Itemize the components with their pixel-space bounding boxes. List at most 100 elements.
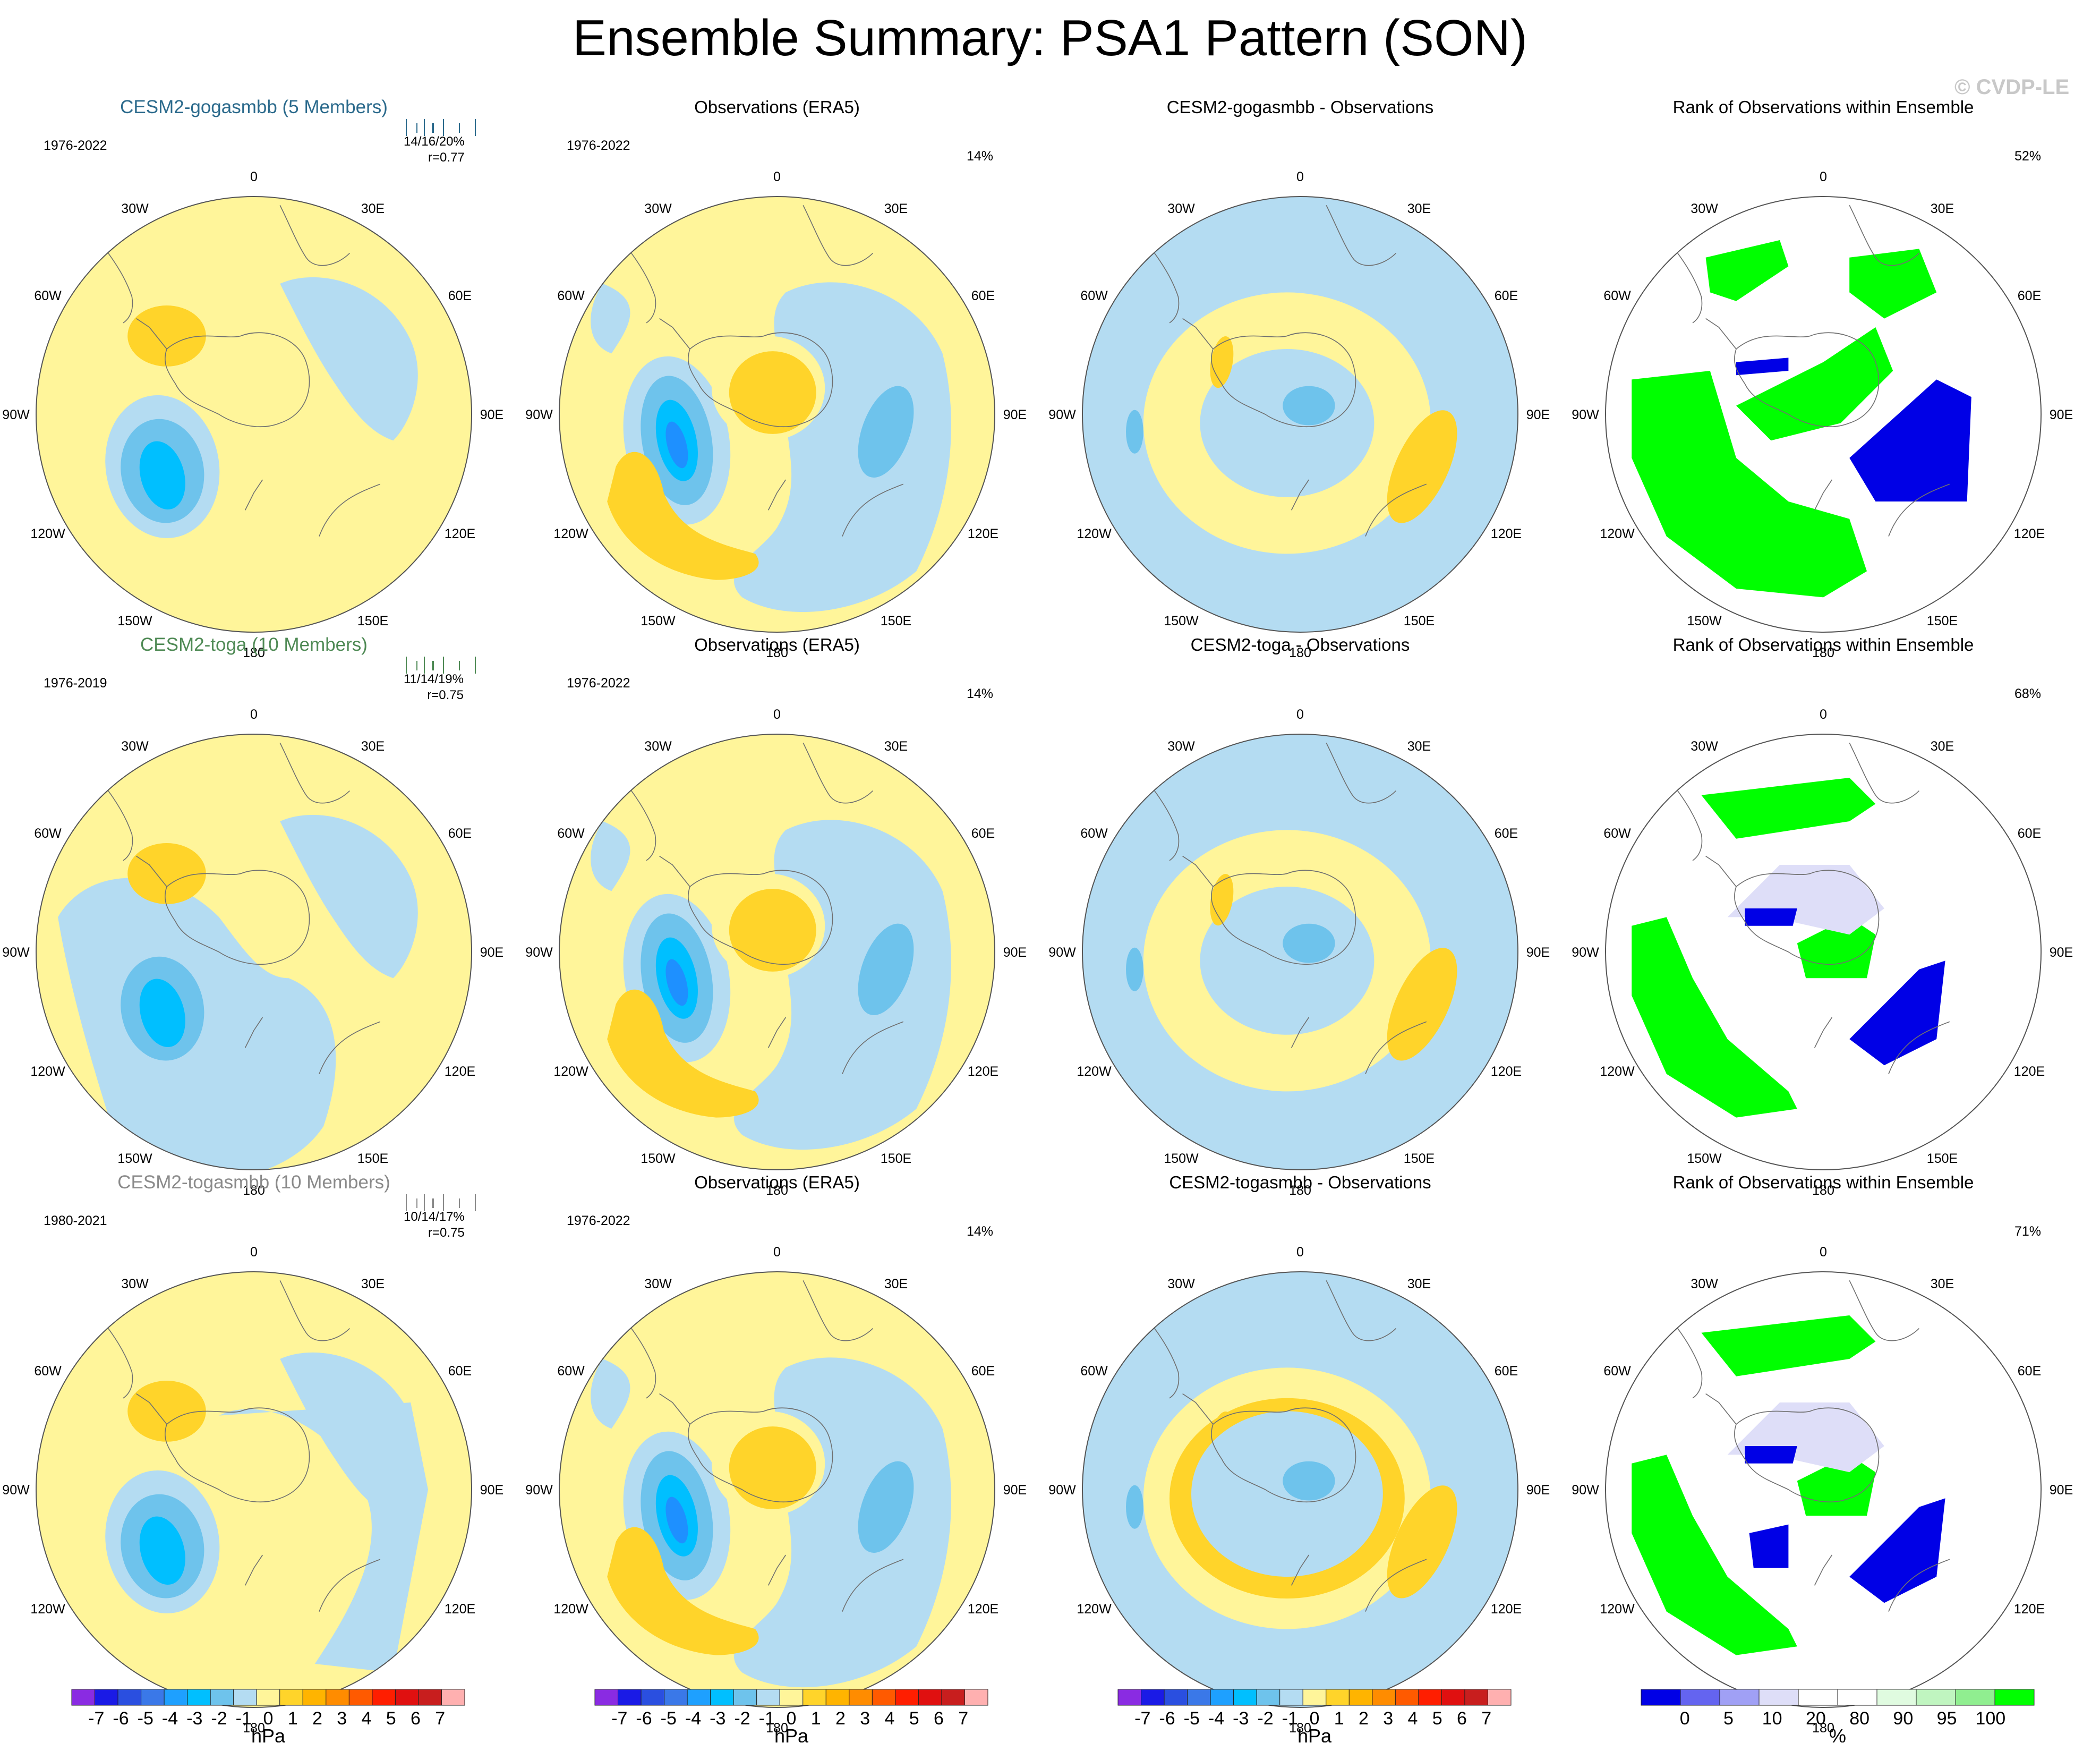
- colorbar-tick-label: -6: [1159, 1708, 1175, 1729]
- colorbar-tick-label: -5: [1184, 1708, 1200, 1729]
- lon-label: 180: [766, 645, 788, 659]
- negative-region: [1200, 887, 1375, 1035]
- lon-label: 120W: [30, 1602, 65, 1617]
- colorbar-tick-label: -3: [710, 1708, 725, 1729]
- lon-label: 90E: [1526, 1483, 1550, 1498]
- colorbar-swatch: [1837, 1689, 1877, 1706]
- rank-low-region: [1749, 1524, 1789, 1568]
- colorbar-swatch: [1256, 1689, 1281, 1706]
- colorbar-swatch: [1141, 1689, 1165, 1706]
- colorbar-tick-label: 1: [811, 1708, 821, 1729]
- colorbar-swatch: [1955, 1689, 1995, 1706]
- obs-panel: 0 30E 60E 90E 120E 150E 180 150W 120W 90W 60W 30W Ob…: [523, 96, 1033, 659]
- australia-coastline: [1365, 1021, 1427, 1074]
- lon-label: 150E: [1927, 614, 1958, 628]
- colorbar-swatch: [1441, 1689, 1465, 1706]
- period-label: 1976-2022: [567, 138, 630, 153]
- lon-label: 30W: [644, 739, 672, 754]
- lon-label: 120E: [1491, 526, 1522, 541]
- lon-label: 60E: [2018, 826, 2041, 841]
- lon-label: 90E: [2050, 1483, 2073, 1498]
- lon-label: 0: [1820, 707, 1827, 722]
- lon-label: 30W: [1167, 1277, 1195, 1291]
- obs-panel: 0 30E 60E 90E 120E 150E 180 150W 120W 90W 60W 30W Ob…: [523, 633, 1033, 1196]
- negative-region: [1126, 1485, 1143, 1529]
- colorbar-swatch: [918, 1689, 942, 1706]
- model-colorbar: -7 -6 -5 -4 -3 -2 -1 0 1 2 3 4 5 6 7 hPa: [71, 1689, 465, 1742]
- diff-panel: 0 30E 60E 90E 120E 150E 180 150W 120W 90W 60W 30W CE…: [1046, 96, 1556, 659]
- rank-high-region: [1701, 1315, 1876, 1376]
- period-label: 1976-2022: [567, 1213, 630, 1228]
- lon-label: 90E: [480, 945, 503, 960]
- peninsula-coastline: [1705, 1393, 1737, 1425]
- positive-region: [127, 1381, 206, 1442]
- period-label: 1976-2019: [44, 676, 107, 691]
- colorbar-tick-label: -3: [1233, 1708, 1249, 1729]
- colorbar-tick-label: -1: [759, 1708, 775, 1729]
- new-zealand-coastline: [244, 1554, 263, 1586]
- lon-label: 30W: [1167, 739, 1195, 754]
- negative-region: [858, 1461, 914, 1553]
- lon-label: 120E: [445, 1602, 475, 1617]
- lon-label: 60W: [1603, 1364, 1631, 1379]
- colorbar-swatch: [1641, 1689, 1681, 1706]
- member-tick-marks: [406, 657, 476, 674]
- colorbar-swatch: [141, 1689, 165, 1706]
- colorbar-tick-label: -1: [1282, 1708, 1298, 1729]
- lon-label: 60W: [34, 288, 62, 303]
- lon-label: 120E: [2014, 1602, 2045, 1617]
- panel-title: Observations (ERA5): [694, 1172, 860, 1192]
- rank-low-region: [1849, 379, 1971, 501]
- lon-label: 60E: [971, 1364, 995, 1379]
- lon-label: 90E: [1526, 945, 1550, 960]
- new-zealand-coastline: [244, 479, 263, 511]
- positive-region: [729, 1426, 816, 1509]
- colorbar-swatch: [302, 1689, 327, 1706]
- lon-label: 120E: [1491, 1064, 1522, 1079]
- colorbar-tick-label: 100: [1975, 1708, 2005, 1729]
- lon-label: 120W: [1077, 1064, 1112, 1079]
- colorbar-tick-label: -7: [611, 1708, 627, 1729]
- colorbar-tick-label: 6: [411, 1708, 421, 1729]
- lon-label: 120E: [968, 1064, 998, 1079]
- lon-label: 60W: [1080, 288, 1108, 303]
- peninsula-coastline: [136, 1393, 167, 1425]
- colorbar-tick-label: 3: [860, 1708, 870, 1729]
- negative-region: [665, 1497, 688, 1544]
- colorbar-swatch: [348, 1689, 373, 1706]
- percent-label: 14%: [967, 1224, 994, 1239]
- negative-region: [1191, 1411, 1383, 1577]
- antarctica-coastline: [165, 332, 310, 427]
- new-zealand-coastline: [1814, 479, 1833, 511]
- lon-label: 0: [250, 169, 258, 184]
- antarctica-coastline: [165, 870, 310, 965]
- diff-colorbar: -7 -6 -5 -4 -3 -2 -1 0 1 2 3 4 5 6 7 hPa: [1117, 1689, 1512, 1742]
- lon-label: 120W: [553, 526, 588, 541]
- map-boundary: [1082, 196, 1518, 633]
- negative-region: [139, 441, 185, 510]
- colorbar-tick-label: -1: [236, 1708, 252, 1729]
- colorbar-swatch: [441, 1689, 465, 1706]
- map-boundary: [1605, 196, 2042, 633]
- lon-label: 150W: [1164, 1151, 1199, 1166]
- lon-label: 0: [773, 169, 781, 184]
- lon-label: 120E: [968, 1602, 998, 1617]
- negative-region: [1126, 947, 1143, 991]
- lon-label: 90W: [1048, 407, 1076, 422]
- model-panel: 0 30E 60E 90E 120E 150E 180 150W 120W 90W 60W 30W CE…: [0, 633, 510, 1196]
- colorbar-tick-label: 5: [909, 1708, 919, 1729]
- map-boundary: [36, 196, 472, 633]
- colorbar-tick-label: -4: [1208, 1708, 1224, 1729]
- negative-region: [1283, 386, 1335, 426]
- africa-coastline: [1326, 1280, 1396, 1341]
- colorbar-tick-label: -2: [734, 1708, 750, 1729]
- colorbar-tick-label: 7: [1481, 1708, 1491, 1729]
- lon-label: 30W: [1691, 739, 1718, 754]
- lon-label: 120E: [2014, 526, 2045, 541]
- lon-label: 120E: [968, 526, 998, 541]
